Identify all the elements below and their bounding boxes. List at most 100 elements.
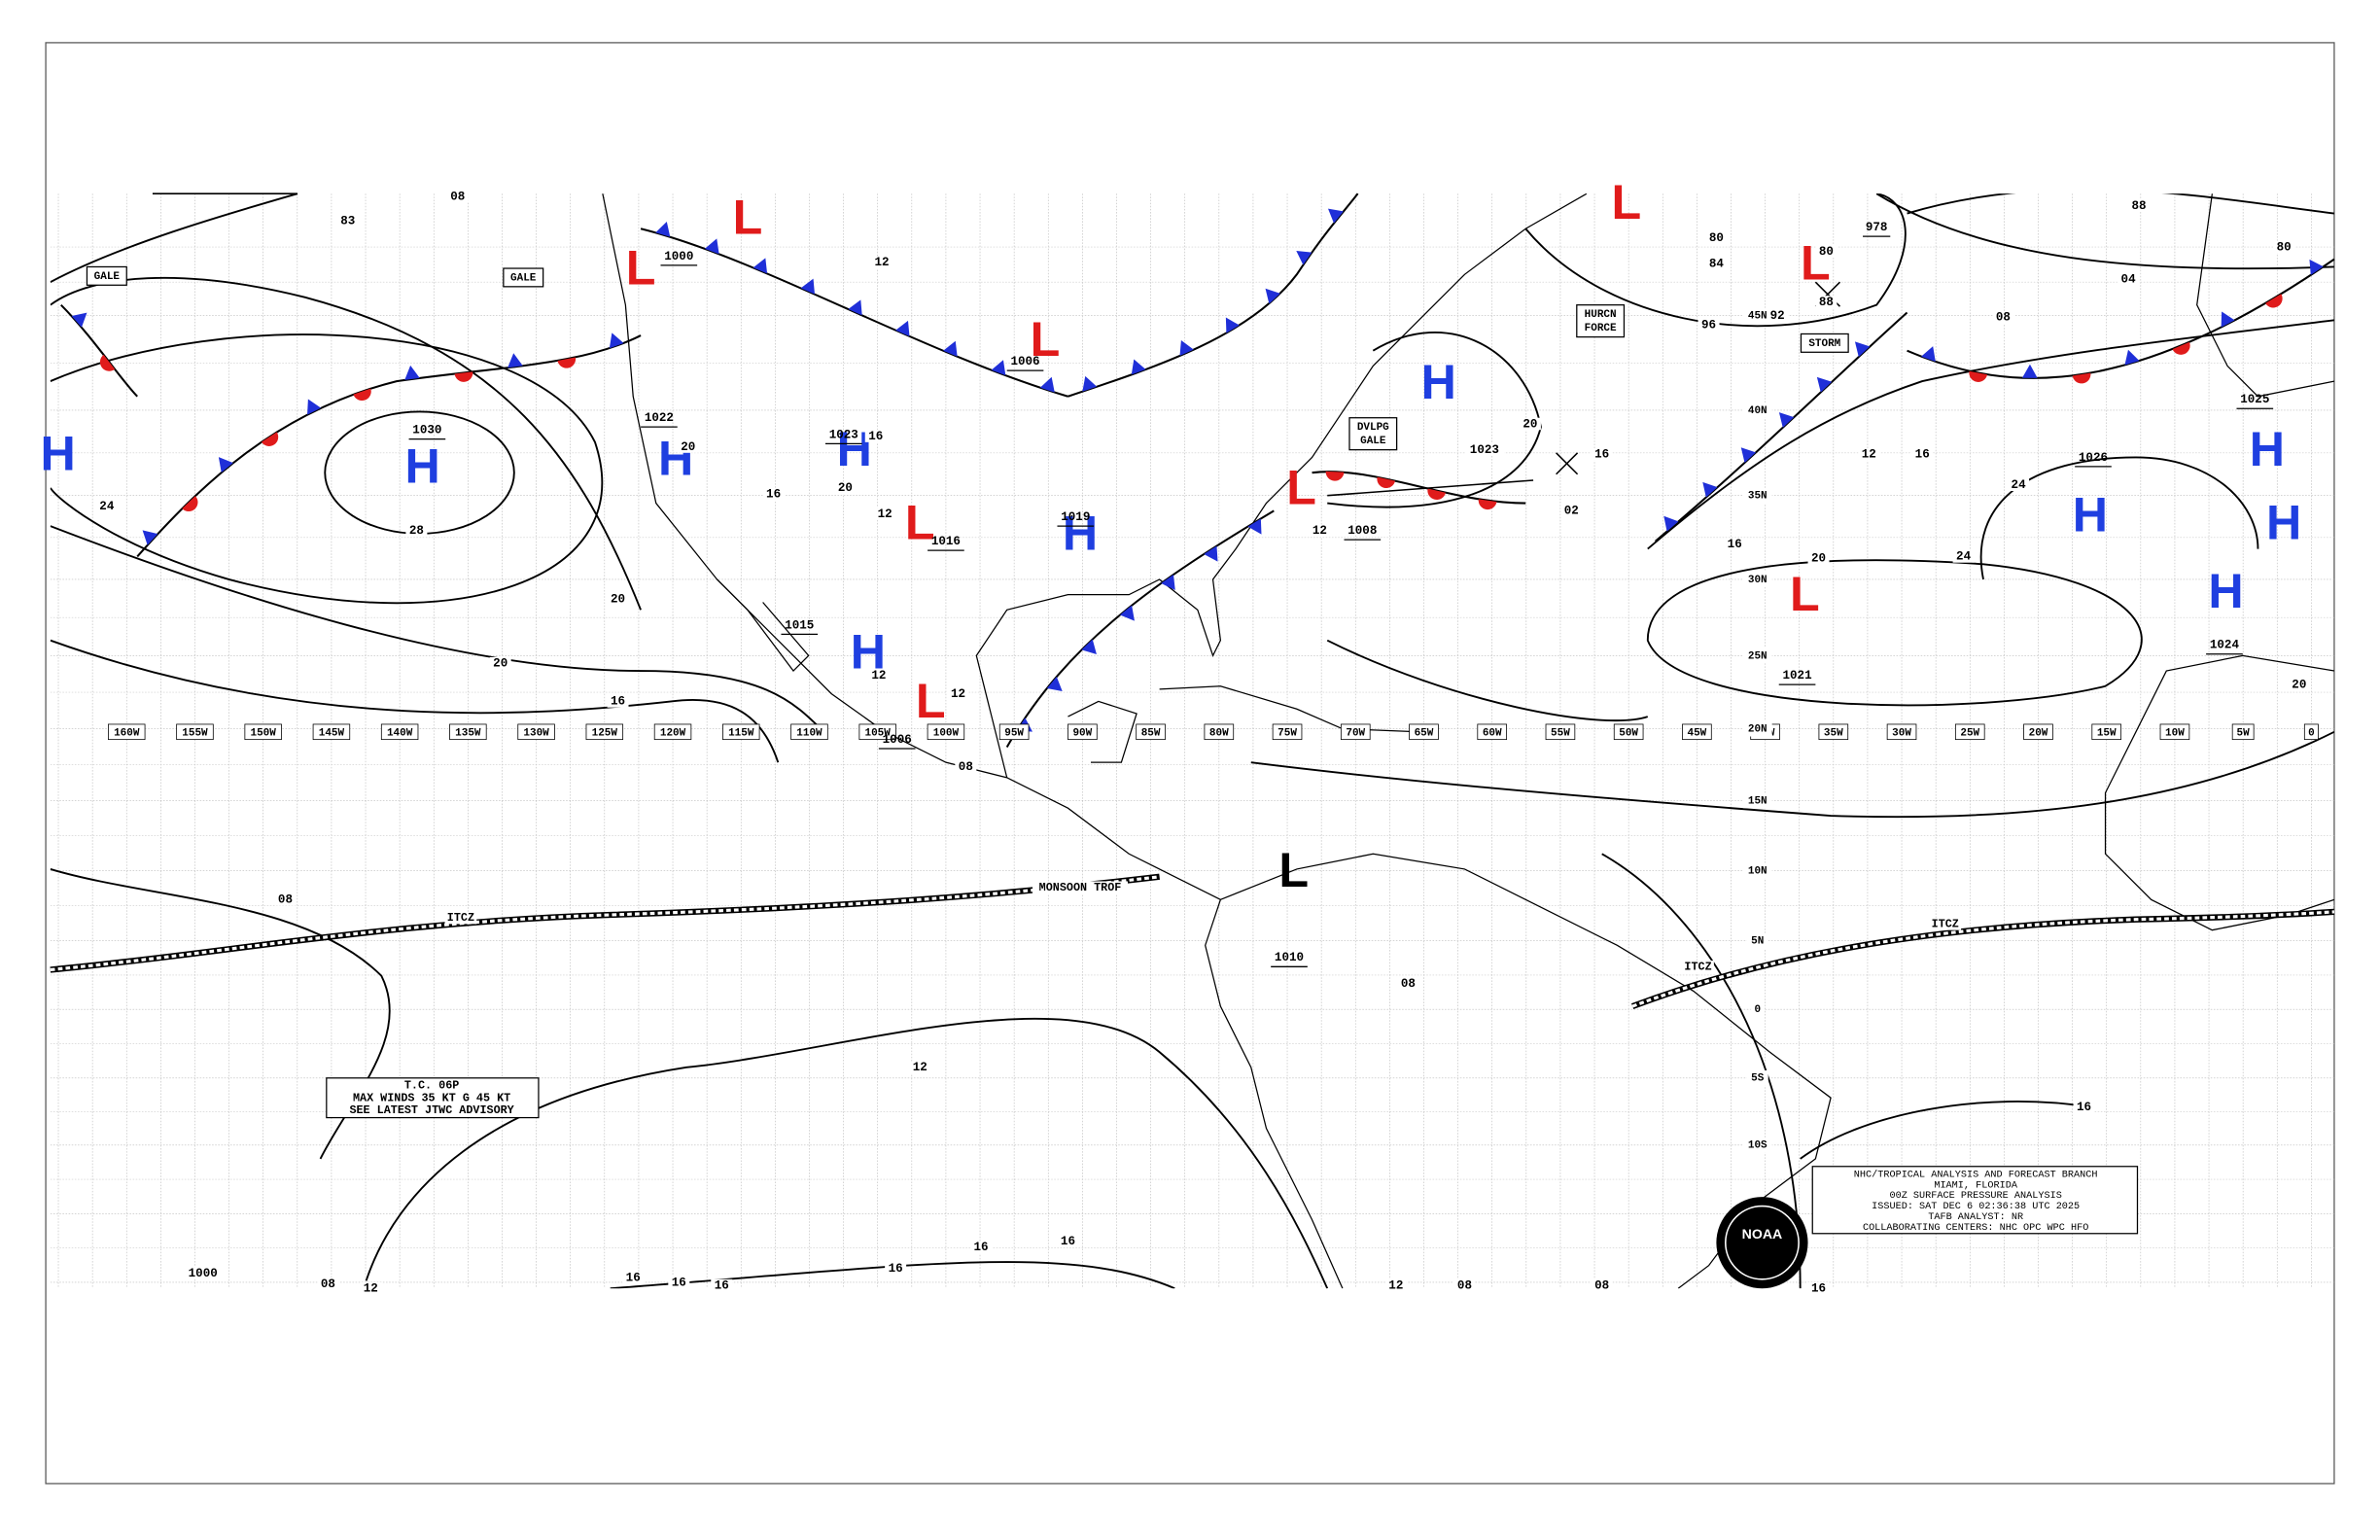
coastline xyxy=(602,193,1221,900)
isobar-label: 08 xyxy=(1457,1278,1472,1292)
front-triangle xyxy=(218,457,233,473)
lon-label-box xyxy=(449,723,487,741)
pressure-center: L xyxy=(916,674,946,728)
isobar-label: 16 xyxy=(715,1278,729,1292)
front-triangle xyxy=(991,360,1006,376)
isobar xyxy=(1647,319,2334,550)
lon-label: 55W xyxy=(1551,727,1570,739)
isobar-label-bg xyxy=(607,593,629,606)
isobar xyxy=(1907,193,2334,215)
lat-label: 40N xyxy=(1748,405,1768,417)
lon-label: 15W xyxy=(2097,727,2117,739)
isobar xyxy=(1800,1101,2090,1160)
lon-label: 85W xyxy=(1141,727,1161,739)
lon-label-box xyxy=(2091,723,2122,741)
pressure-center: L xyxy=(1286,460,1316,514)
front-triangle xyxy=(609,332,624,349)
isobar-label-bg xyxy=(885,1262,907,1276)
lat-label-box xyxy=(1742,487,1772,504)
front-triangle xyxy=(704,238,719,255)
isobar-label-bg xyxy=(405,524,428,538)
isobar-label: 12 xyxy=(913,1061,928,1074)
front-triangle xyxy=(1082,375,1098,392)
isobar-label: 24 xyxy=(2012,478,2027,492)
front-semicircle xyxy=(1377,476,1396,489)
lon-label: 5W xyxy=(2237,727,2251,739)
isobar xyxy=(1326,639,1649,722)
lon-label-box xyxy=(858,723,896,741)
isobar xyxy=(1601,853,1802,1289)
isobar-label-bg xyxy=(1453,1278,1476,1292)
isobar-label: 16 xyxy=(1594,448,1609,462)
pressure-center: H xyxy=(1421,355,1456,409)
isobar-label: 20 xyxy=(2292,678,2306,691)
pressure-center: H xyxy=(405,438,440,493)
lon-label-box xyxy=(998,723,1030,741)
isobar-label: 12 xyxy=(1312,524,1327,538)
isobar xyxy=(365,1017,1329,1289)
isobar xyxy=(1250,730,2334,819)
isobar-label: 16 xyxy=(2077,1101,2091,1114)
lat-label-box xyxy=(1742,572,1772,587)
itcz-line xyxy=(1630,908,2335,1010)
isobar-label: 24 xyxy=(1956,550,1972,564)
isobar-label-bg xyxy=(1397,977,1419,990)
front-triangle xyxy=(508,353,523,368)
isobar-label-bg xyxy=(1992,310,2014,324)
lon-label-box xyxy=(1545,723,1576,741)
isobar xyxy=(1646,559,2143,707)
front-triangle xyxy=(2021,364,2038,378)
lon-label-box xyxy=(312,723,351,741)
pressure-center: L xyxy=(1801,236,1831,291)
lon-label-box xyxy=(653,723,692,741)
isobar-label-bg xyxy=(1911,448,1934,461)
front-triangle xyxy=(2309,259,2324,275)
lon-label-box xyxy=(2159,723,2190,741)
logo-circle xyxy=(1716,1197,1808,1289)
front-semicircle xyxy=(2072,372,2091,384)
lon-label: 120W xyxy=(660,727,686,739)
isobar-label: 28 xyxy=(409,524,424,538)
isobar-label: 84 xyxy=(1709,258,1725,271)
isobar-label: 88 xyxy=(2132,199,2147,213)
pressure-center: L xyxy=(1031,312,1061,367)
stationary-front xyxy=(60,303,138,398)
lon-label: 115W xyxy=(728,727,754,739)
front-triangle xyxy=(1816,376,1833,393)
front-triangle xyxy=(1740,447,1757,463)
lat-label: 30N xyxy=(1748,575,1768,586)
isobar-label: 12 xyxy=(1862,448,1876,462)
isobar-label-bg xyxy=(1858,448,1880,461)
info-text: ISSUED: SAT DEC 6 02:36:38 UTC 2025 xyxy=(1872,1202,2080,1212)
front-triangle xyxy=(1247,518,1262,535)
front-triangle xyxy=(943,340,958,357)
pressure-center: L xyxy=(1790,567,1820,621)
lon-label-box xyxy=(1477,723,1508,741)
front-triangle xyxy=(895,320,910,336)
front-triangle xyxy=(1778,412,1795,428)
lon-label: 135W xyxy=(455,727,481,739)
isobar-label: 12 xyxy=(874,256,889,269)
isobar-label-bg xyxy=(1591,1278,1613,1292)
warning-text: FORCE xyxy=(1585,323,1617,334)
isobar xyxy=(1875,193,2334,270)
isobar-label: 20 xyxy=(1811,551,1826,565)
lat-label: 45N xyxy=(1748,311,1768,323)
tc-text: MAX WINDS 35 KT G 45 KT xyxy=(353,1091,510,1104)
isobar-label-bg xyxy=(864,430,887,442)
isobars xyxy=(50,193,2334,1289)
front-semicircle xyxy=(2172,341,2190,355)
lon-label-box xyxy=(1886,723,1917,741)
isobar-label: 16 xyxy=(1915,448,1930,462)
isobar-label: 16 xyxy=(1728,538,1742,551)
stationary-front xyxy=(136,334,642,558)
labels: 160W 155W 150W 145W 140W 135W 130W 125W 120W 115W… xyxy=(41,175,2319,1296)
warning-text: GALE xyxy=(510,272,537,284)
front-triangle xyxy=(404,365,420,380)
lon-label: 35W xyxy=(1824,727,1843,739)
lat-label: 35N xyxy=(1748,491,1768,503)
isobar-label: 16 xyxy=(973,1241,988,1254)
pressure-center: H xyxy=(2073,488,2108,542)
front-triangle xyxy=(800,278,815,295)
